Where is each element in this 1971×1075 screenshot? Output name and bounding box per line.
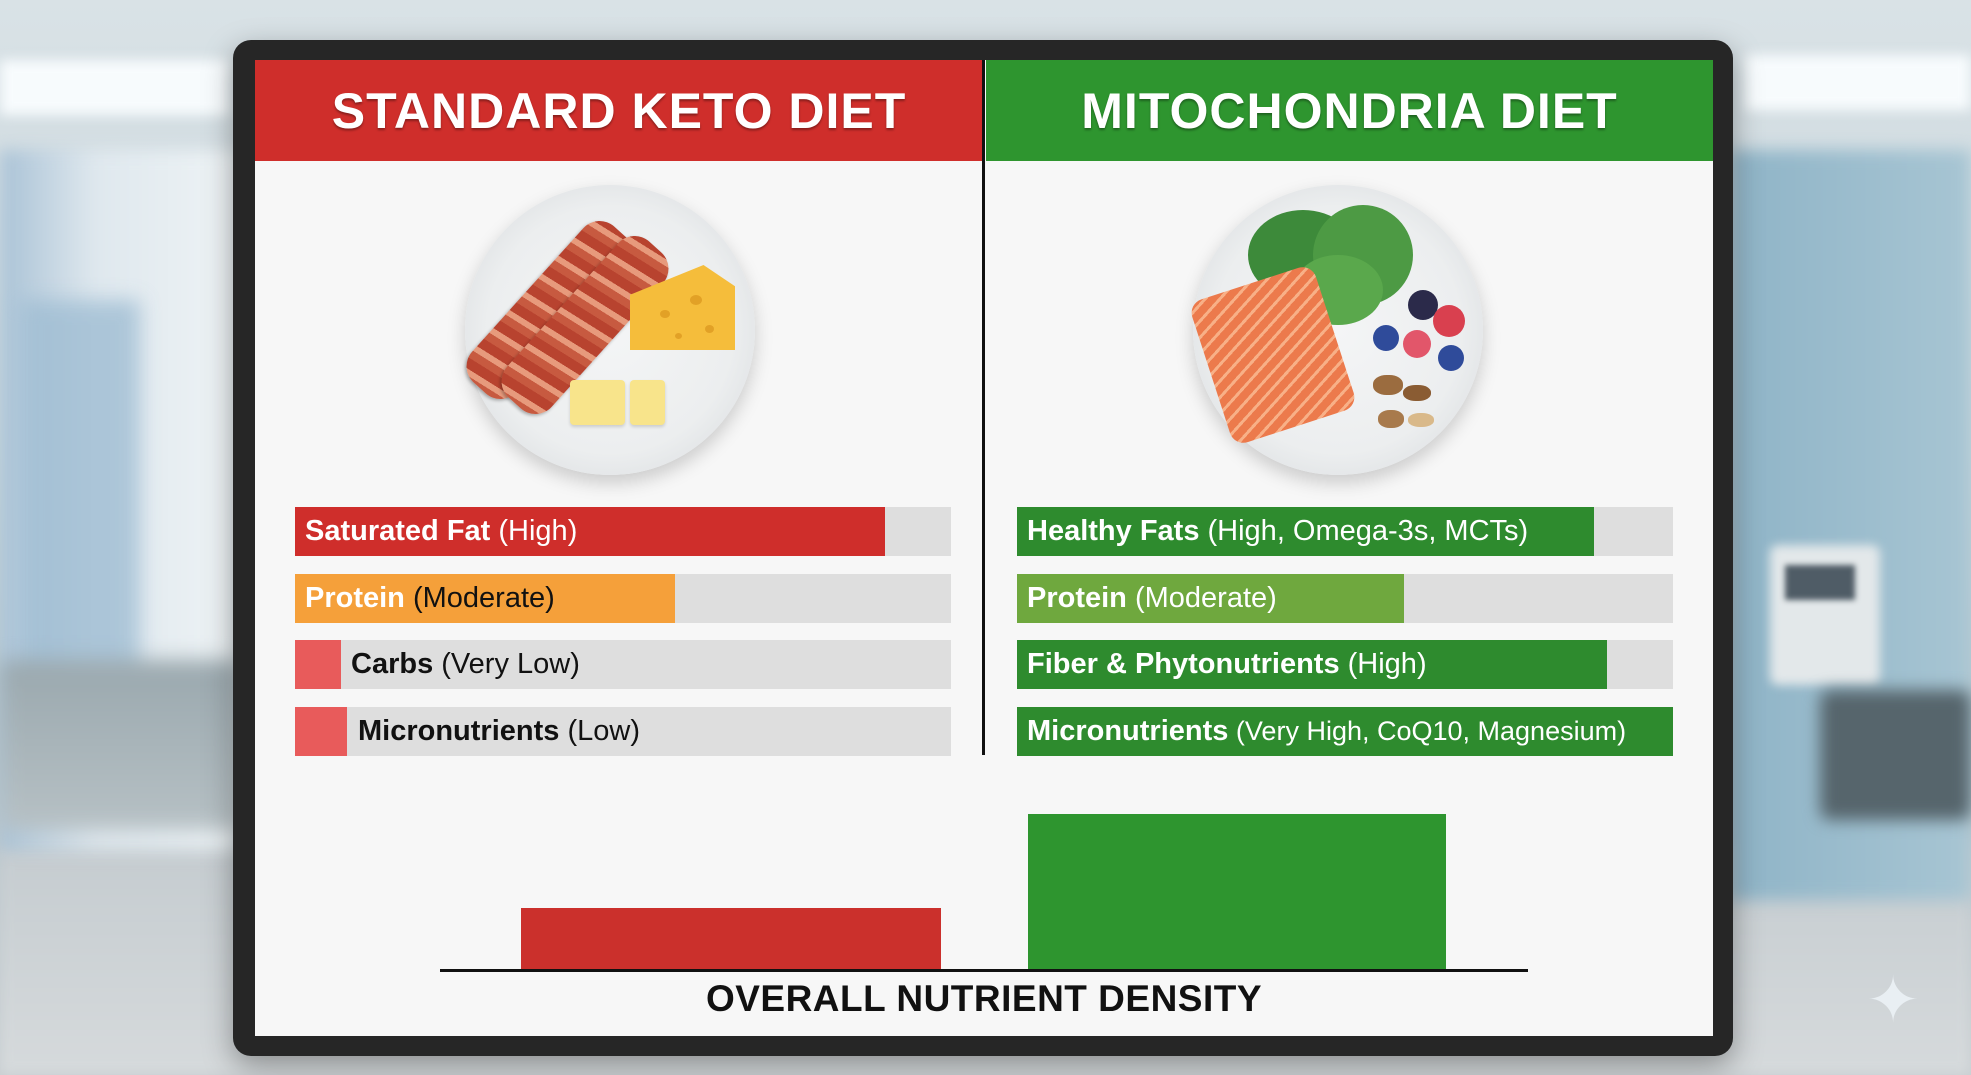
- bar-label: Saturated Fat (High): [305, 515, 578, 547]
- bar-fill: [295, 507, 886, 556]
- bar-label: Healthy Fats (High, Omega-3s, MCTs): [1027, 515, 1529, 547]
- bar-fill: [1017, 707, 1673, 756]
- keto-diet-title: STANDARD KETO DIET: [331, 82, 907, 139]
- mitochondria-diet-header: MITOCHONDRIA DIET: [986, 60, 1713, 161]
- mitochondria-diet-title: MITOCHONDRIA DIET: [1081, 82, 1618, 139]
- background-machine-screen: [1785, 565, 1855, 600]
- mitochondria-density-bar: [1028, 814, 1446, 970]
- nuts-icon: [1378, 410, 1404, 428]
- bar-fiber-phytonutrients: Fiber & Phytonutrients (High): [1017, 640, 1673, 689]
- bar-label: Fiber & Phytonutrients (High): [1027, 648, 1427, 680]
- nuts-icon: [1403, 385, 1431, 401]
- bar-protein-keto: Protein (Moderate): [295, 574, 951, 623]
- cashew-icon: [1408, 413, 1434, 427]
- background-chair: [1820, 690, 1971, 820]
- bar-carbs: Carbs (Very Low): [295, 640, 951, 689]
- bar-micronutrients-mito: Micronutrients (Very High, CoQ10, Magnes…: [1017, 707, 1673, 756]
- strawberry-icon: [1433, 305, 1465, 337]
- mitochondria-plate: [1188, 185, 1483, 475]
- keto-plate: [457, 185, 755, 475]
- bar-fill: [1017, 507, 1595, 556]
- butter-icon: [570, 380, 625, 425]
- blueberry-icon: [1438, 345, 1464, 371]
- bar-label: Micronutrients (Low): [358, 715, 640, 747]
- monitor-screen: STANDARD KETO DIET MITOCHONDRIA DIET: [255, 60, 1713, 1036]
- raspberry-icon: [1403, 330, 1431, 358]
- chart-title: OVERALL NUTRIENT DENSITY: [705, 978, 1263, 1019]
- keto-diet-header: STANDARD KETO DIET: [255, 60, 983, 161]
- bar-fill: [1017, 640, 1608, 689]
- butter-icon: [630, 380, 665, 425]
- bar-healthy-fats: Healthy Fats (High, Omega-3s, MCTs): [1017, 507, 1673, 556]
- blueberry-icon: [1373, 325, 1399, 351]
- panel-divider: [982, 60, 985, 755]
- bar-fill: [295, 707, 348, 756]
- bar-label: Micronutrients (Very High, CoQ10, Magnes…: [1027, 715, 1627, 747]
- display-monitor: STANDARD KETO DIET MITOCHONDRIA DIET: [233, 40, 1733, 1056]
- bar-protein-mito: Protein (Moderate): [1017, 574, 1673, 623]
- ceiling-light-left: [0, 60, 230, 115]
- background-waiting-seats: [0, 660, 240, 830]
- nuts-icon: [1373, 375, 1403, 395]
- bar-fill: [295, 640, 341, 689]
- bar-micronutrients-keto: Micronutrients (Low): [295, 707, 951, 756]
- bar-fill: [1017, 574, 1405, 623]
- background-window: [20, 300, 140, 680]
- bar-label: Protein (Moderate): [305, 582, 555, 614]
- sparkle-icon: ✦: [1866, 964, 1920, 1036]
- chart-baseline: [440, 969, 1528, 972]
- bar-label: Carbs (Very Low): [351, 648, 580, 680]
- bar-saturated-fat: Saturated Fat (High): [295, 507, 951, 556]
- ceiling-light-right: [1745, 55, 1971, 110]
- bar-label: Protein (Moderate): [1027, 582, 1277, 614]
- bar-fill: [295, 574, 676, 623]
- keto-density-bar: [521, 908, 941, 970]
